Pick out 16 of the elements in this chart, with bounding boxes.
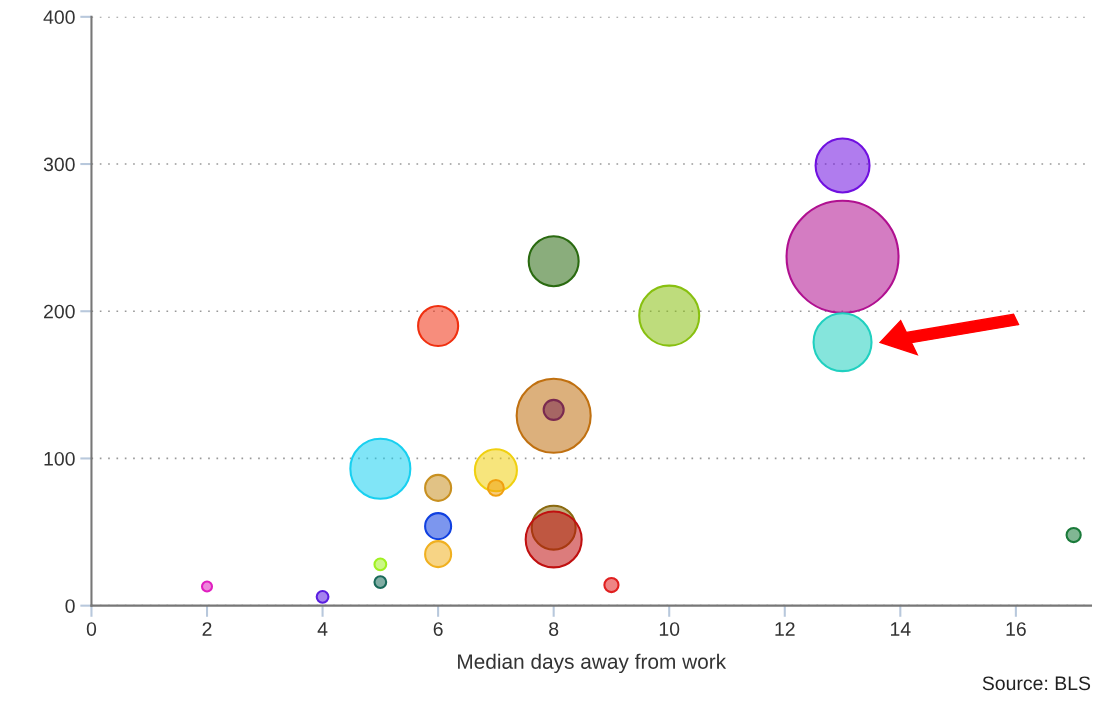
- x-tick-label: 10: [659, 622, 680, 636]
- x-tick-label: 4: [317, 622, 328, 636]
- x-tick-label: 8: [549, 622, 559, 636]
- x-tick-label: 6: [433, 622, 443, 636]
- y-tick-label: 400: [43, 10, 75, 25]
- y-tick-label: 100: [44, 451, 75, 466]
- x-tick-label: 14: [890, 622, 911, 636]
- x-axis-title: Median days away from work: [458, 653, 727, 674]
- y-tick-label: 200: [44, 304, 75, 319]
- y-tick-label: 300: [43, 157, 75, 172]
- x-tick-label: 2: [202, 622, 212, 636]
- source-note: Source: BLS: [982, 676, 1091, 691]
- y-tick-label: 0: [65, 599, 75, 613]
- x-tick-label: 12: [775, 622, 795, 636]
- x-tick-label: 16: [1006, 622, 1026, 636]
- x-tick-label: 0: [86, 622, 97, 636]
